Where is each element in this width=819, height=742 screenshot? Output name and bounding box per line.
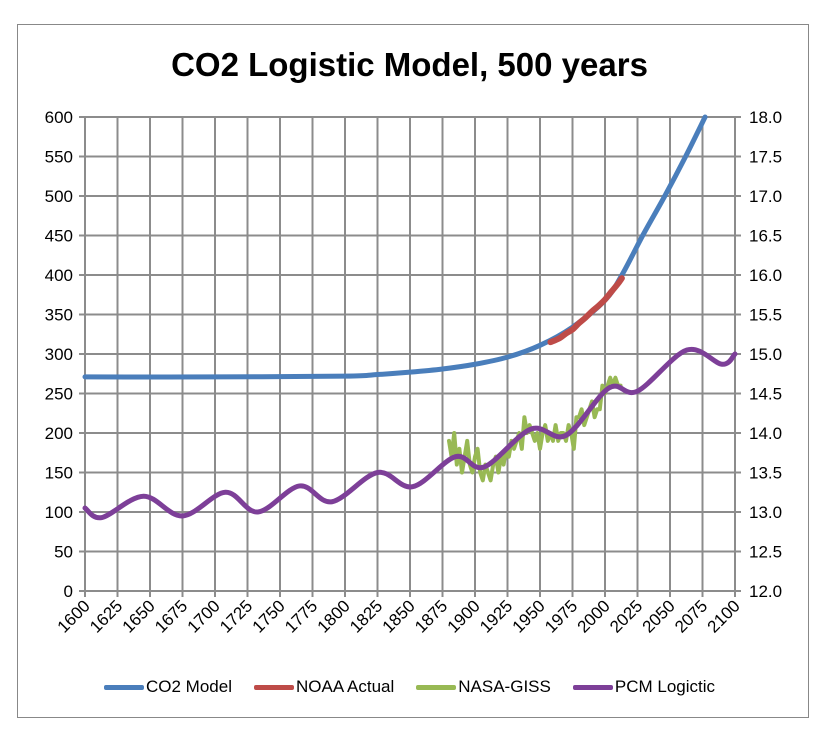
x-tick-label: 1600 <box>54 596 94 636</box>
y-tick-label: 400 <box>45 266 73 285</box>
y2-tick-label: 16.5 <box>749 227 782 246</box>
legend-label: NOAA Actual <box>295 677 395 696</box>
legend: CO2 Model NOAA Actual NASA-GISS PCM Logi… <box>0 677 819 697</box>
chart-title: CO2 Logistic Model, 500 years <box>171 46 648 83</box>
x-tick-label: 1650 <box>119 596 159 636</box>
legend-swatch <box>104 684 144 690</box>
y2-tick-label: 15.5 <box>749 306 782 325</box>
x-tick-label: 2000 <box>574 596 614 636</box>
y2-tick-label: 15.0 <box>749 345 782 364</box>
y-tick-label: 250 <box>45 385 73 404</box>
x-tick-label: 1625 <box>86 596 126 636</box>
legend-label: CO2 Model <box>146 677 232 696</box>
y-tick-label: 600 <box>45 108 73 127</box>
x-tick-label: 1925 <box>476 596 516 636</box>
x-tick-label: 1700 <box>184 596 224 636</box>
legend-swatch <box>416 684 457 690</box>
y2-tick-label: 17.0 <box>749 187 782 206</box>
y-tick-label: 450 <box>45 227 73 246</box>
x-tick-label: 1875 <box>411 596 451 636</box>
legend-item-co2-model: CO2 Model <box>104 677 232 697</box>
x-tick-label: 2050 <box>639 596 679 636</box>
y2-tick-label: 18.0 <box>749 108 782 127</box>
x-tick-label: 2075 <box>671 596 711 636</box>
x-tick-label: 1900 <box>444 596 484 636</box>
y2-tick-label: 16.0 <box>749 266 782 285</box>
y2-tick-label: 17.5 <box>749 148 782 167</box>
x-tick-label: 2025 <box>606 596 646 636</box>
x-tick-label: 1725 <box>216 596 256 636</box>
series-line-co2-model <box>82 114 708 380</box>
legend-item-noaa-actual: NOAA Actual <box>253 677 395 697</box>
y-tick-label: 350 <box>45 306 73 325</box>
x-tick-label: 1825 <box>346 596 386 636</box>
y2-tick-label: 13.0 <box>749 503 782 522</box>
x-tick-label: 1750 <box>249 596 289 636</box>
x-tick-label: 1675 <box>151 596 191 636</box>
legend-swatch <box>572 684 613 690</box>
y-tick-label: 50 <box>54 543 73 562</box>
x-tick-label: 1800 <box>314 596 354 636</box>
y2-tick-label: 12.0 <box>749 582 782 601</box>
y-tick-label: 550 <box>45 148 73 167</box>
y-tick-label: 200 <box>45 424 73 443</box>
y-tick-label: 500 <box>45 187 73 206</box>
legend-swatch <box>253 684 294 690</box>
legend-item-nasa-giss: NASA-GISS <box>416 677 551 697</box>
y2-tick-label: 13.5 <box>749 464 782 483</box>
x-tick-label: 1950 <box>509 596 549 636</box>
y2-tick-label: 14.5 <box>749 385 782 404</box>
y-tick-label: 100 <box>45 503 73 522</box>
legend-label: NASA-GISS <box>458 677 551 696</box>
x-tick-label: 1850 <box>379 596 419 636</box>
chart-frame <box>17 24 809 718</box>
y2-tick-label: 14.0 <box>749 424 782 443</box>
series-line-pcm-logictic <box>82 346 738 521</box>
series-line-noaa-actual <box>547 275 625 346</box>
y-tick-label: 150 <box>45 464 73 483</box>
legend-label: PCM Logictic <box>614 677 715 696</box>
series-line-nasa-giss <box>447 375 623 483</box>
legend-item-pcm-logictic: PCM Logictic <box>572 677 715 697</box>
y2-tick-label: 12.5 <box>749 543 782 562</box>
y-tick-label: 0 <box>64 582 73 601</box>
x-tick-label: 1975 <box>541 596 581 636</box>
x-tick-label: 2100 <box>704 596 744 636</box>
x-tick-label: 1775 <box>281 596 321 636</box>
y-tick-label: 300 <box>45 345 73 364</box>
